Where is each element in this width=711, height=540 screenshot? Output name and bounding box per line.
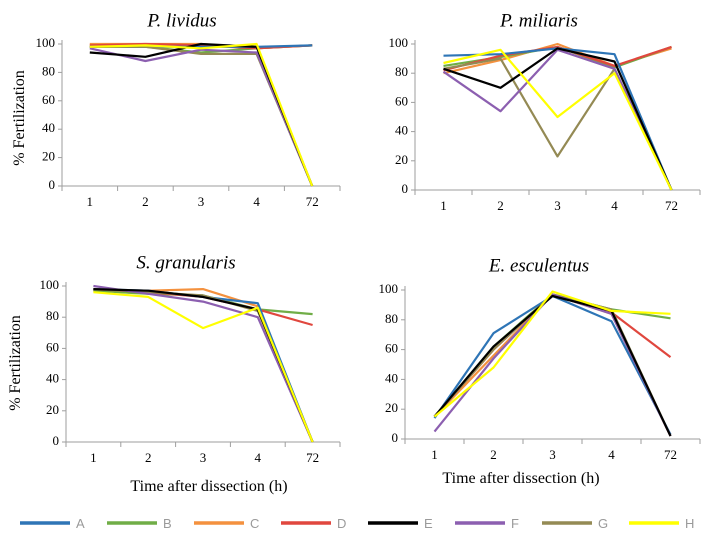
legend: A B C D E F G H xyxy=(20,516,694,531)
y-tick-label: 100 xyxy=(36,35,56,50)
y-tick-label: 40 xyxy=(395,123,408,138)
y-tick-label: 20 xyxy=(385,400,398,415)
y-tick-label: 100 xyxy=(40,277,60,292)
x-tick-label: 72 xyxy=(665,198,678,213)
legend-label-f: F xyxy=(511,516,519,531)
chart-title: P. miliaris xyxy=(499,10,578,31)
panel-p-miliaris: P. miliaris 0 20 40 60 80 100 1 2 3 4 72 xyxy=(389,10,701,213)
chart-title: P. lividus xyxy=(146,10,216,31)
x-axis-label: Time after dissection (h) xyxy=(130,478,287,495)
series-line-f xyxy=(89,47,314,187)
legend-label-d: D xyxy=(337,516,346,531)
x-tick-label: 2 xyxy=(490,447,497,462)
x-tick-label: 2 xyxy=(497,198,504,213)
legend-label-a: A xyxy=(76,516,85,531)
y-tick-label: 40 xyxy=(46,371,59,386)
x-tick-label: 3 xyxy=(554,198,561,213)
panel-e-esculentus: E. esculentus Time after dissection (h) 0 2… xyxy=(379,255,701,487)
y-tick-label: 60 xyxy=(42,92,55,107)
y-tick-label: 0 xyxy=(53,433,60,448)
x-tick-label: 1 xyxy=(431,447,438,462)
panel-s-granularis: S. granularis % Fertilization Time after d… xyxy=(7,252,341,495)
y-tick-label: 20 xyxy=(395,152,408,167)
y-axis-label: % Fertilization xyxy=(11,70,28,166)
series-line-g xyxy=(89,45,314,187)
y-tick-label: 40 xyxy=(42,120,55,135)
chart-title: E. esculentus xyxy=(488,255,589,276)
x-tick-label: 1 xyxy=(87,194,94,209)
chart-title: S. granularis xyxy=(136,252,235,273)
series-line-d xyxy=(443,45,672,72)
y-tick-label: 60 xyxy=(46,339,59,354)
y-tick-label: 20 xyxy=(42,149,55,164)
y-tick-label: 60 xyxy=(385,341,398,356)
x-tick-label: 3 xyxy=(200,450,207,465)
x-tick-label: 72 xyxy=(664,447,677,462)
y-tick-label: 100 xyxy=(389,35,409,50)
series-line-h xyxy=(93,291,314,443)
legend-label-e: E xyxy=(424,516,433,531)
x-tick-label: 4 xyxy=(255,450,262,465)
legend-label-c: C xyxy=(250,516,259,531)
y-tick-label: 0 xyxy=(402,181,409,196)
x-tick-label: 3 xyxy=(549,447,556,462)
series-line-h xyxy=(89,42,314,187)
legend-label-g: G xyxy=(598,516,608,531)
legend-label-h: H xyxy=(685,516,694,531)
y-tick-label: 0 xyxy=(392,430,399,445)
series-line-h xyxy=(443,48,673,191)
y-tick-label: 80 xyxy=(42,63,55,78)
series-line-e xyxy=(89,42,314,187)
x-tick-label: 4 xyxy=(611,198,618,213)
y-tick-label: 40 xyxy=(385,370,398,385)
legend-label-b: B xyxy=(163,516,172,531)
y-tick-label: 0 xyxy=(49,177,56,192)
series-line-e xyxy=(443,47,673,191)
y-tick-label: 20 xyxy=(46,402,59,417)
panel-p-lividus: P. lividus % Fertilization 0 20 40 60 80 100 1 2 3… xyxy=(11,10,341,209)
series-line-f xyxy=(442,48,673,191)
x-tick-label: 2 xyxy=(145,450,152,465)
x-tick-label: 2 xyxy=(142,194,149,209)
x-tick-label: 72 xyxy=(306,194,319,209)
x-tick-label: 4 xyxy=(253,194,260,209)
x-tick-label: 3 xyxy=(198,194,205,209)
x-tick-label: 1 xyxy=(90,450,97,465)
y-axis-label: % Fertilization xyxy=(7,315,24,411)
series-line-g xyxy=(443,57,673,191)
x-axis-label: Time after dissection (h) xyxy=(442,470,599,487)
y-tick-label: 100 xyxy=(379,281,399,296)
series-line-h xyxy=(433,290,671,418)
series-line-a xyxy=(433,294,672,436)
series-line-e xyxy=(433,294,672,437)
y-tick-label: 80 xyxy=(385,311,398,326)
x-tick-label: 4 xyxy=(608,447,615,462)
y-tick-label: 80 xyxy=(46,308,59,323)
x-tick-label: 1 xyxy=(440,198,447,213)
x-tick-label: 72 xyxy=(306,450,319,465)
y-tick-label: 60 xyxy=(395,93,408,108)
y-tick-label: 80 xyxy=(395,64,408,79)
